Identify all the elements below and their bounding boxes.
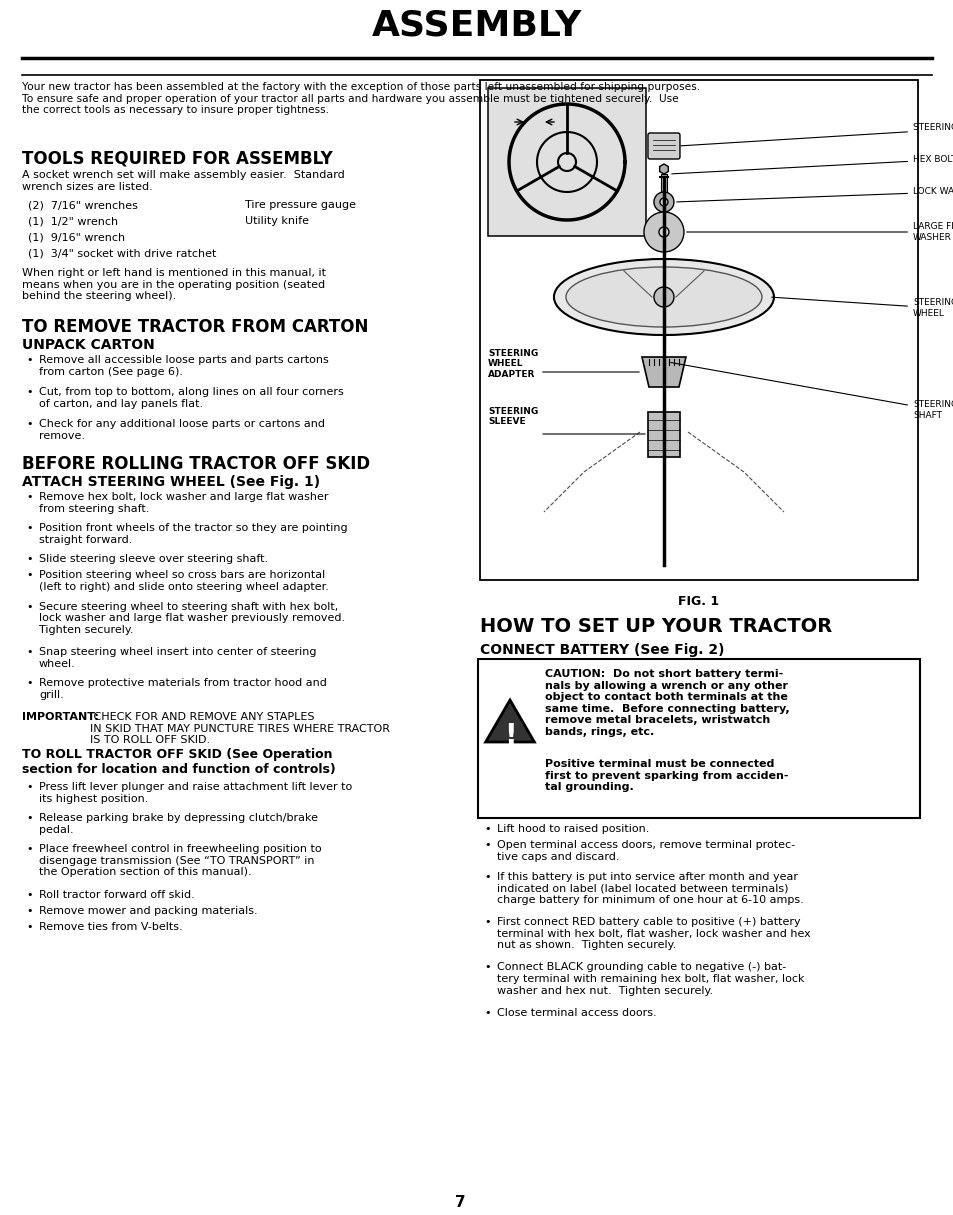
- Text: CAUTION:  Do not short battery termi-
nals by allowing a wrench or any other
obj: CAUTION: Do not short battery termi- nal…: [544, 669, 789, 738]
- Text: If this battery is put into service after month and year
indicated on label (lab: If this battery is put into service afte…: [497, 871, 803, 905]
- FancyBboxPatch shape: [488, 87, 645, 236]
- Text: STEERING
SLEEVE: STEERING SLEEVE: [488, 407, 537, 426]
- Text: •: •: [26, 906, 32, 916]
- Text: STEERING
WHEEL: STEERING WHEEL: [771, 298, 953, 317]
- Text: •: •: [483, 1008, 490, 1018]
- Text: ASSEMBLY: ASSEMBLY: [372, 9, 581, 43]
- Text: •: •: [26, 522, 32, 533]
- Circle shape: [643, 211, 683, 252]
- Text: •: •: [26, 492, 32, 502]
- Text: •: •: [26, 419, 32, 429]
- Text: Remove mower and packing materials.: Remove mower and packing materials.: [39, 906, 257, 916]
- FancyBboxPatch shape: [479, 80, 917, 580]
- Polygon shape: [641, 357, 685, 388]
- Text: When right or left hand is mentioned in this manual, it
means when you are in th: When right or left hand is mentioned in …: [22, 269, 326, 301]
- Circle shape: [659, 227, 668, 237]
- Text: TO ROLL TRACTOR OFF SKID (See Operation
section for location and function of con: TO ROLL TRACTOR OFF SKID (See Operation …: [22, 748, 335, 776]
- Text: STEERING WHEEL INSERT: STEERING WHEEL INSERT: [680, 124, 953, 146]
- Text: •: •: [26, 554, 32, 564]
- Text: Check for any additional loose parts or cartons and
remove.: Check for any additional loose parts or …: [39, 419, 325, 441]
- Text: FIG. 1: FIG. 1: [678, 595, 719, 608]
- Text: Cut, from top to bottom, along lines on all four corners
of carton, and lay pane: Cut, from top to bottom, along lines on …: [39, 388, 343, 408]
- Text: Snap steering wheel insert into center of steering
wheel.: Snap steering wheel insert into center o…: [39, 648, 316, 668]
- FancyBboxPatch shape: [647, 132, 679, 159]
- Text: TO REMOVE TRACTOR FROM CARTON: TO REMOVE TRACTOR FROM CARTON: [22, 318, 368, 337]
- Text: HEX BOLT: HEX BOLT: [671, 156, 953, 174]
- Text: Remove all accessible loose parts and parts cartons
from carton (See page 6).: Remove all accessible loose parts and pa…: [39, 355, 329, 377]
- Text: BEFORE ROLLING TRACTOR OFF SKID: BEFORE ROLLING TRACTOR OFF SKID: [22, 454, 370, 473]
- Text: CHECK FOR AND REMOVE ANY STAPLES
IN SKID THAT MAY PUNCTURE TIRES WHERE TRACTOR
I: CHECK FOR AND REMOVE ANY STAPLES IN SKID…: [90, 712, 390, 745]
- Text: •: •: [26, 844, 32, 854]
- Text: Place freewheel control in freewheeling position to
disengage transmission (See : Place freewheel control in freewheeling …: [39, 844, 321, 877]
- Text: Secure steering wheel to steering shaft with hex bolt,
lock washer and large fla: Secure steering wheel to steering shaft …: [39, 601, 345, 634]
- Text: A socket wrench set will make assembly easier.  Standard
wrench sizes are listed: A socket wrench set will make assembly e…: [22, 170, 344, 192]
- Text: Press lift lever plunger and raise attachment lift lever to
its highest position: Press lift lever plunger and raise attac…: [39, 782, 352, 803]
- Text: 7: 7: [455, 1196, 465, 1210]
- Ellipse shape: [554, 259, 773, 335]
- Text: •: •: [26, 889, 32, 899]
- FancyBboxPatch shape: [477, 659, 919, 818]
- Text: IMPORTANT:: IMPORTANT:: [22, 712, 99, 722]
- Circle shape: [653, 287, 673, 307]
- Text: •: •: [483, 824, 490, 833]
- FancyBboxPatch shape: [647, 412, 679, 457]
- Text: HOW TO SET UP YOUR TRACTOR: HOW TO SET UP YOUR TRACTOR: [479, 617, 831, 635]
- Text: •: •: [483, 917, 490, 927]
- Polygon shape: [485, 700, 534, 742]
- Text: (1)  9/16" wrench: (1) 9/16" wrench: [28, 232, 125, 242]
- FancyBboxPatch shape: [660, 174, 666, 194]
- Text: STEERING
SHAFT: STEERING SHAFT: [670, 362, 953, 419]
- Text: CONNECT BATTERY (See Fig. 2): CONNECT BATTERY (See Fig. 2): [479, 643, 723, 657]
- Text: (1)  3/4" socket with drive ratchet: (1) 3/4" socket with drive ratchet: [28, 248, 216, 258]
- Text: (1)  1/2" wrench: (1) 1/2" wrench: [28, 216, 118, 226]
- Text: Lift hood to raised position.: Lift hood to raised position.: [497, 824, 649, 833]
- Text: Utility knife: Utility knife: [245, 216, 309, 226]
- Text: •: •: [26, 678, 32, 688]
- Text: Close terminal access doors.: Close terminal access doors.: [497, 1008, 656, 1018]
- Text: •: •: [26, 388, 32, 397]
- Text: Release parking brake by depressing clutch/brake
pedal.: Release parking brake by depressing clut…: [39, 813, 317, 835]
- Text: Remove hex bolt, lock washer and large flat washer
from steering shaft.: Remove hex bolt, lock washer and large f…: [39, 492, 328, 514]
- Text: Remove protective materials from tractor hood and
grill.: Remove protective materials from tractor…: [39, 678, 327, 700]
- Text: Tire pressure gauge: Tire pressure gauge: [245, 200, 355, 210]
- Ellipse shape: [565, 267, 761, 327]
- Text: (2)  7/16" wrenches: (2) 7/16" wrenches: [28, 200, 138, 210]
- Text: Open terminal access doors, remove terminal protec-
tive caps and discard.: Open terminal access doors, remove termi…: [497, 841, 794, 863]
- Text: Connect BLACK grounding cable to negative (-) bat-
tery terminal with remaining : Connect BLACK grounding cable to negativ…: [497, 962, 803, 996]
- Text: Position front wheels of the tractor so they are pointing
straight forward.: Position front wheels of the tractor so …: [39, 522, 347, 544]
- Text: Remove ties from V-belts.: Remove ties from V-belts.: [39, 922, 182, 932]
- Text: •: •: [483, 962, 490, 972]
- Text: •: •: [26, 571, 32, 581]
- Text: Slide steering sleeve over steering shaft.: Slide steering sleeve over steering shaf…: [39, 554, 268, 564]
- Text: •: •: [483, 871, 490, 882]
- Circle shape: [653, 192, 673, 211]
- Text: !: !: [503, 722, 516, 750]
- Text: UNPACK CARTON: UNPACK CARTON: [22, 338, 154, 352]
- Text: ATTACH STEERING WHEEL (See Fig. 1): ATTACH STEERING WHEEL (See Fig. 1): [22, 475, 320, 488]
- Text: •: •: [26, 813, 32, 823]
- Text: STEERING
WHEEL
ADAPTER: STEERING WHEEL ADAPTER: [488, 349, 537, 379]
- Circle shape: [659, 198, 667, 207]
- Text: •: •: [483, 841, 490, 850]
- Text: Position steering wheel so cross bars are horizontal
(left to right) and slide o: Position steering wheel so cross bars ar…: [39, 571, 329, 592]
- Text: First connect RED battery cable to positive (+) battery
terminal with hex bolt, : First connect RED battery cable to posit…: [497, 917, 810, 950]
- Text: Positive terminal must be connected
first to prevent sparking from acciden-
tal : Positive terminal must be connected firs…: [544, 759, 788, 792]
- Text: LOCK WASHER: LOCK WASHER: [676, 187, 953, 202]
- Text: •: •: [26, 782, 32, 792]
- Text: Roll tractor forward off skid.: Roll tractor forward off skid.: [39, 889, 194, 899]
- Text: Your new tractor has been assembled at the factory with the exception of those p: Your new tractor has been assembled at t…: [22, 81, 700, 115]
- Text: •: •: [26, 922, 32, 932]
- Text: TOOLS REQUIRED FOR ASSEMBLY: TOOLS REQUIRED FOR ASSEMBLY: [22, 149, 333, 168]
- Text: •: •: [26, 355, 32, 364]
- Text: •: •: [26, 648, 32, 657]
- Text: •: •: [26, 601, 32, 611]
- Text: LARGE FLAT
WASHER: LARGE FLAT WASHER: [686, 222, 953, 242]
- Polygon shape: [659, 164, 668, 174]
